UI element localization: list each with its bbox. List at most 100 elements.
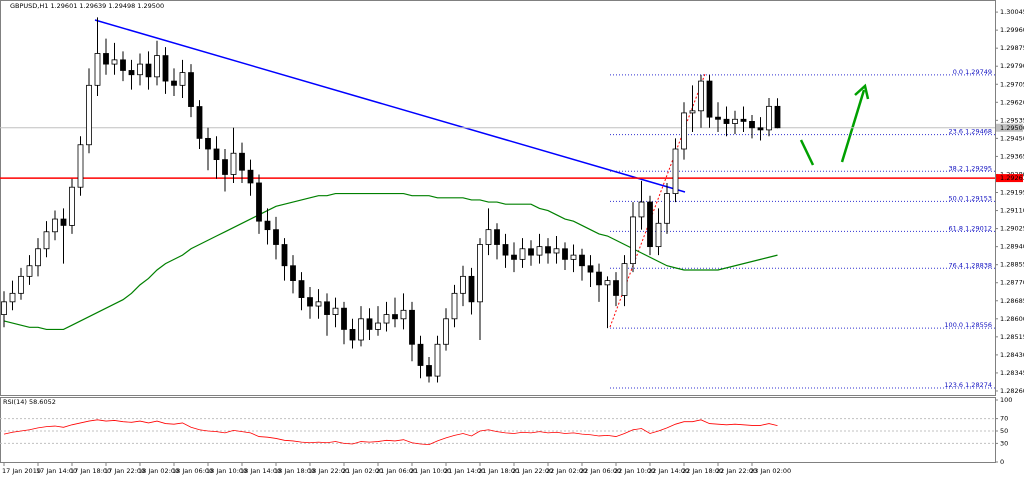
moving-average — [3, 192, 778, 331]
candle-body — [43, 231, 50, 250]
candle-body — [638, 201, 645, 218]
candle-body — [375, 322, 381, 330]
x-tick-label: 21 Jan 14:00 — [444, 467, 485, 475]
candle-body — [664, 193, 670, 224]
fib-level: 61.8 — [949, 224, 963, 232]
candle-body — [715, 116, 721, 120]
candle-body — [332, 307, 339, 315]
fib-value: 1.28838 — [965, 261, 992, 269]
candle-body — [630, 216, 636, 265]
candle-body — [426, 365, 432, 377]
candle-body — [400, 309, 407, 320]
candle-body — [570, 254, 577, 260]
candle-body — [205, 137, 211, 150]
y-tick-label: 1.29535 — [1000, 116, 1024, 124]
candle-body — [698, 80, 704, 112]
fib-label: 100.0 1.28556 — [944, 321, 992, 329]
y-tick-label: 1.28345 — [1000, 369, 1024, 377]
arrow-head — [854, 83, 870, 100]
y-tick-label: 1.29875 — [1000, 44, 1024, 52]
x-tick-label: 22 Jan 22:00 — [716, 467, 757, 475]
rsi-tick-label: 30 — [1000, 439, 1008, 447]
fib-label: 76.4 1.28838 — [949, 261, 992, 269]
candle-body — [9, 292, 16, 303]
x-tick-label: 22 Jan 18:00 — [682, 467, 723, 475]
candle-body — [366, 318, 373, 330]
chart-title: GBPUSD,H1 1.29601 1.29639 1.29498 1.2950… — [10, 2, 164, 10]
candle-body — [672, 148, 679, 194]
candle-body — [757, 127, 764, 131]
candle-body — [18, 275, 24, 294]
x-tick-label: 22 Jan 02:00 — [546, 467, 587, 475]
candle-body — [171, 80, 177, 86]
candle-body — [315, 301, 322, 307]
candle-body — [256, 182, 262, 222]
candle-body — [689, 110, 696, 114]
candle-body — [383, 314, 390, 324]
fib-value: 1.29295 — [965, 164, 992, 172]
candle-body — [111, 59, 118, 65]
candle-body — [613, 280, 619, 296]
x-tick-label: 18 Jan 18:00 — [274, 467, 315, 475]
fib-value: 1.29012 — [965, 224, 992, 232]
y-tick-label: 1.29705 — [1000, 80, 1024, 88]
candle-body — [621, 263, 628, 296]
x-tick-label: 21 Jan 22:00 — [512, 467, 553, 475]
y-tick-label: 1.29620 — [1000, 98, 1024, 106]
rsi-title: RSI(14) 58.6052 — [3, 398, 56, 406]
candle-body — [239, 152, 245, 171]
x-tick-label: 22 Jan 14:00 — [648, 467, 689, 475]
fib-label: 50.0 1.29153 — [949, 194, 992, 202]
candle-body — [128, 70, 135, 76]
x-tick-label: 18 Jan 10:00 — [206, 467, 247, 475]
x-tick-label: 18 Jan 14:00 — [240, 467, 281, 475]
arrow-up-stroke — [840, 89, 866, 163]
candle-body — [536, 246, 543, 256]
fib-value: 1.28274 — [965, 381, 992, 389]
candle-body — [519, 248, 526, 260]
candle-body — [392, 314, 398, 320]
y-tick-label: 1.28600 — [1000, 315, 1024, 323]
candle-body — [179, 72, 186, 86]
candle-body — [477, 244, 483, 303]
main-panel — [0, 0, 996, 396]
x-tick-label: 21 Jan 18:00 — [478, 467, 519, 475]
candle-body — [120, 59, 126, 71]
rsi-panel — [0, 397, 996, 463]
candle-body — [562, 248, 568, 260]
x-tick-label: 22 Jan 10:00 — [614, 467, 655, 475]
candle-body — [247, 169, 254, 184]
price-box-label: 1.29263 — [1000, 174, 1024, 182]
candle-body — [52, 218, 58, 233]
candle-body — [298, 280, 305, 298]
fib-value: 1.29749 — [965, 68, 992, 76]
candle-body — [740, 118, 747, 122]
candle-body — [77, 144, 84, 188]
fib-level: 50.0 — [949, 194, 963, 202]
x-tick-label: 23 Jan 02:00 — [750, 467, 791, 475]
fib-level: 100.0 — [944, 321, 963, 329]
fib-level: 76.4 — [949, 261, 963, 269]
trendline — [94, 19, 686, 193]
candle-body — [188, 72, 194, 107]
candle-body — [145, 63, 152, 78]
fib-value: 1.28556 — [965, 321, 992, 329]
x-tick-label: 17 Jan 22:00 — [104, 467, 145, 475]
x-tick-label: 17 Jan 2019 — [2, 467, 41, 475]
candle-body — [460, 275, 466, 294]
candle-body — [324, 301, 330, 315]
candle-body — [1, 301, 7, 315]
candle-body — [94, 53, 101, 86]
fib-label: 123.6 1.28274 — [944, 381, 992, 389]
candle-body — [273, 229, 279, 245]
candle-body — [647, 201, 653, 248]
candle-body — [434, 343, 441, 377]
fib-label: 61.8 1.29012 — [949, 224, 992, 232]
candle-body — [60, 218, 67, 226]
candle-body — [137, 63, 143, 76]
candle-body — [511, 254, 517, 260]
candle-body — [264, 220, 271, 231]
fib-level: 23.6 — [949, 128, 963, 136]
y-tick-label: 1.29450 — [1000, 134, 1024, 142]
